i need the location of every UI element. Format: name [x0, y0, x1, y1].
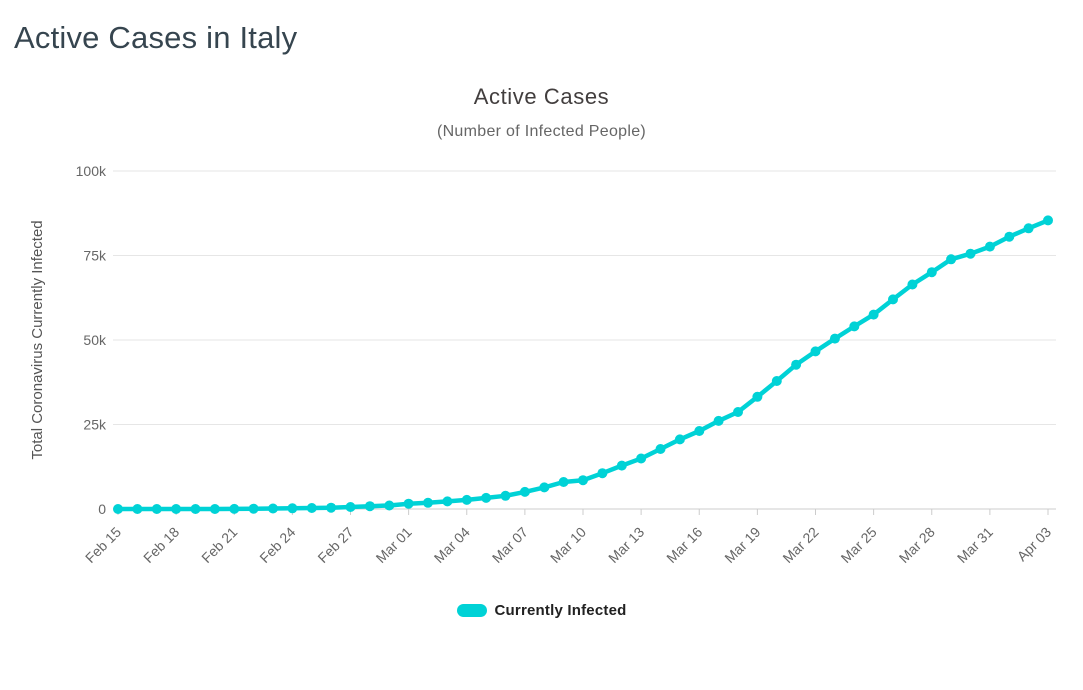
- data-point-marker[interactable]: [113, 504, 123, 514]
- data-point-marker[interactable]: [403, 498, 414, 509]
- data-point-marker[interactable]: [655, 444, 666, 454]
- data-point-marker[interactable]: [733, 407, 743, 417]
- x-tick-label: Mar 10: [547, 524, 589, 566]
- x-tick-label: Mar 28: [896, 524, 938, 566]
- y-tick-label: 50k: [83, 332, 107, 348]
- y-tick-label: 75k: [83, 248, 107, 264]
- data-point-marker[interactable]: [946, 254, 957, 265]
- legend-marker-icon: [456, 604, 487, 617]
- data-point-marker[interactable]: [578, 475, 588, 486]
- data-point-marker[interactable]: [384, 500, 395, 511]
- x-tick-label: Mar 13: [605, 524, 647, 566]
- data-point-marker[interactable]: [636, 453, 647, 464]
- chart-subtitle: (Number of Infected People): [436, 123, 647, 140]
- data-point-marker[interactable]: [771, 376, 782, 386]
- data-point-marker[interactable]: [481, 492, 492, 503]
- data-point-marker[interactable]: [907, 279, 918, 290]
- data-point-marker[interactable]: [694, 426, 705, 436]
- data-point-marker[interactable]: [926, 267, 937, 278]
- chart-container: Active Cases (Number of Infected People)…: [0, 84, 1083, 619]
- x-tick-label: Mar 31: [954, 524, 996, 566]
- data-point-marker[interactable]: [674, 434, 685, 445]
- x-tick-label: Mar 16: [663, 524, 705, 566]
- data-point-marker[interactable]: [171, 504, 182, 514]
- page-title: Active Cases in Italy: [14, 20, 298, 55]
- data-point-marker[interactable]: [132, 504, 143, 514]
- x-tick-label: Mar 07: [489, 524, 531, 566]
- chart-title: Active Cases: [473, 84, 610, 109]
- y-tick-label: 0: [98, 501, 106, 517]
- data-point-marker[interactable]: [597, 468, 608, 479]
- x-tick-label: Mar 01: [373, 524, 415, 566]
- data-point-marker[interactable]: [461, 494, 472, 505]
- data-point-marker[interactable]: [364, 501, 375, 512]
- x-tick-label: Feb 21: [198, 524, 240, 566]
- y-tick-label: 25k: [83, 417, 107, 433]
- data-point-marker[interactable]: [519, 486, 530, 497]
- x-tick-label: Mar 22: [779, 524, 821, 566]
- x-tick-label: Mar 19: [721, 524, 763, 566]
- data-point-marker[interactable]: [616, 460, 627, 471]
- data-point-marker[interactable]: [209, 504, 220, 514]
- data-point-marker[interactable]: [829, 333, 840, 344]
- data-point-marker[interactable]: [791, 359, 802, 370]
- data-point-marker[interactable]: [345, 502, 356, 512]
- data-point-marker[interactable]: [190, 504, 201, 514]
- x-tick-label: Mar 25: [838, 524, 880, 566]
- data-point-marker[interactable]: [1023, 223, 1034, 234]
- data-point-marker[interactable]: [1004, 231, 1015, 242]
- x-tick-label: Mar 04: [431, 524, 473, 566]
- y-tick-label: 100k: [76, 163, 107, 179]
- data-point-marker[interactable]: [713, 415, 724, 426]
- y-axis-title: Total Coronavirus Currently Infected: [29, 220, 46, 459]
- chart-legend[interactable]: Currently Infected: [0, 602, 1083, 619]
- data-point-marker[interactable]: [752, 391, 763, 402]
- data-point-marker[interactable]: [248, 503, 259, 514]
- data-point-marker[interactable]: [151, 504, 162, 514]
- x-tick-label: Feb 15: [82, 524, 124, 566]
- series-line-currently-infected[interactable]: [115, 218, 1051, 512]
- data-point-marker[interactable]: [810, 346, 821, 357]
- data-point-marker[interactable]: [229, 503, 240, 514]
- data-point-marker[interactable]: [423, 497, 433, 508]
- data-point-marker[interactable]: [442, 496, 453, 507]
- data-point-marker[interactable]: [500, 490, 511, 501]
- data-point-marker[interactable]: [868, 309, 879, 320]
- data-point-marker[interactable]: [539, 482, 550, 493]
- active-cases-chart[interactable]: 0 25k 50k 75k 100k Total Coronavirus Currentl…: [0, 147, 1083, 592]
- data-point-marker[interactable]: [984, 241, 995, 252]
- data-point-marker[interactable]: [965, 248, 976, 259]
- x-tick-label: Feb 24: [256, 524, 298, 566]
- x-tick-label: Feb 27: [314, 524, 356, 566]
- data-point-marker[interactable]: [326, 502, 337, 513]
- data-point-marker[interactable]: [287, 503, 298, 514]
- data-point-marker[interactable]: [306, 503, 317, 513]
- data-point-marker[interactable]: [1043, 215, 1053, 226]
- x-tick-label: Apr 03: [1014, 524, 1055, 565]
- legend-label: Currently Infected: [494, 602, 627, 619]
- data-point-marker[interactable]: [888, 294, 898, 305]
- x-tick-label: Feb 18: [140, 524, 182, 566]
- data-point-marker[interactable]: [558, 477, 569, 487]
- data-point-marker[interactable]: [268, 503, 278, 514]
- data-point-marker[interactable]: [849, 321, 860, 332]
